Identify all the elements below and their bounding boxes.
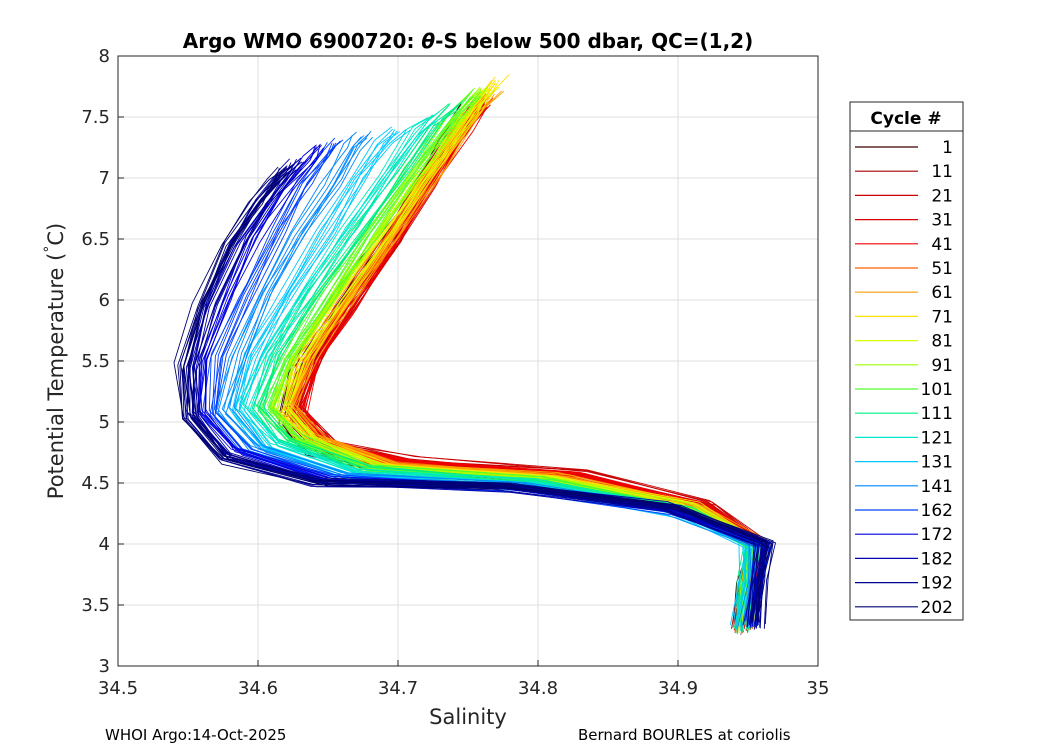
legend-title: Cycle #: [870, 109, 941, 129]
profile-line-cycle-182: [193, 159, 766, 623]
legend-entry: 202: [855, 598, 953, 618]
legend-entry: 121: [855, 428, 953, 448]
legend-entry: 131: [855, 453, 953, 473]
legend-label: 131: [921, 453, 953, 473]
legend: Cycle # 11121314151617181911011111211311…: [849, 101, 964, 621]
y-tick-label: 4: [99, 534, 110, 555]
legend-label: 81: [931, 332, 953, 352]
legend-entry: 91: [855, 356, 953, 376]
legend-entries: 1112131415161718191101111121131141162172…: [855, 138, 953, 618]
legend-label: 121: [921, 428, 953, 448]
chart-title-theta: θ: [421, 29, 435, 53]
y-tick-label: 7.5: [81, 107, 110, 128]
legend-label: 141: [921, 477, 953, 497]
x-tick-label: 34.7: [378, 678, 418, 699]
legend-entry: 51: [855, 259, 953, 279]
profile-line-cycle-192: [196, 168, 776, 629]
legend-label: 192: [921, 574, 953, 594]
profile-line-cycle-111: [251, 105, 745, 635]
y-tick-label: 5.5: [81, 351, 110, 372]
chart-title-suffix: -S below 500 dbar, QC=(1,2): [435, 29, 753, 53]
profile-line-cycle-202: [187, 168, 772, 622]
chart-title-prefix: Argo WMO 6900720:: [183, 29, 422, 53]
legend-entry: 81: [855, 332, 953, 352]
legend-label: 11: [931, 162, 953, 182]
series-202: [173, 166, 774, 630]
legend-label: 41: [931, 235, 953, 255]
profile-line-cycle-202: [173, 166, 759, 625]
legend-label: 21: [931, 186, 953, 206]
y-tick-label: 6: [99, 290, 110, 311]
footer-credit-left: WHOI Argo:14-Oct-2025: [105, 726, 287, 744]
legend-label: 51: [931, 259, 953, 279]
legend-entry: 101: [855, 380, 953, 400]
legend-label: 1: [942, 138, 953, 158]
x-axis-label: Salinity: [429, 705, 507, 729]
legend-label: 31: [931, 211, 953, 231]
profile-line-cycle-202: [182, 172, 768, 626]
legend-entry: 1: [855, 138, 953, 158]
x-tick-label: 34.5: [98, 678, 138, 699]
legend-label: 172: [921, 525, 953, 545]
profile-line-cycle-61: [295, 90, 768, 627]
y-tick-label: 5: [99, 412, 110, 433]
legend-entry: 11: [855, 162, 953, 182]
axis-ticks: 34.5 34.6 34.7 34.8 34.9 35 3 3.5 4 4.5 5 5.5 6 6.5 7 7…: [81, 46, 829, 699]
profile-line-cycle-202: [177, 170, 763, 623]
profile-line-cycle-131: [227, 126, 741, 626]
legend-entry: 61: [855, 283, 953, 303]
profile-line-cycle-131: [232, 132, 747, 634]
y-tick-label: 3.5: [81, 595, 110, 616]
legend-entry: 172: [855, 525, 953, 545]
legend-entry: 141: [855, 477, 953, 497]
legend-entry: 41: [855, 235, 953, 255]
profile-line-cycle-192: [182, 166, 757, 628]
legend-entry: 31: [855, 211, 953, 231]
legend-label: 111: [921, 404, 953, 424]
x-tick-label: 34.8: [518, 678, 558, 699]
y-tick-label: 3: [99, 656, 110, 677]
y-tick-label: 8: [99, 46, 110, 67]
profile-lines: [173, 74, 776, 635]
legend-entry: 71: [855, 307, 953, 327]
y-tick-label: 7: [99, 168, 110, 189]
x-tick-label: 34.9: [658, 678, 698, 699]
footer-credit-right: Bernard BOURLES at coriolis: [578, 726, 791, 744]
legend-entry: 111: [855, 404, 953, 424]
legend-label: 61: [931, 283, 953, 303]
legend-label: 162: [921, 501, 953, 521]
profile-line-cycle-202: [188, 169, 774, 625]
legend-label: 202: [921, 598, 953, 618]
y-tick-label: 4.5: [81, 473, 110, 494]
y-axis-label: Potential Temperature (°C): [42, 223, 68, 499]
y-axis-label-suffix: C): [44, 223, 68, 246]
legend-entry: 182: [855, 549, 953, 569]
legend-entry: 21: [855, 186, 953, 206]
legend-label: 101: [921, 380, 953, 400]
chart-title: Argo WMO 6900720: θ-S below 500 dbar, QC…: [183, 29, 753, 53]
legend-label: 71: [931, 307, 953, 327]
y-tick-label: 6.5: [81, 229, 110, 250]
legend-label: 91: [931, 356, 953, 376]
x-tick-label: 34.6: [238, 678, 278, 699]
legend-entry: 192: [855, 574, 953, 594]
legend-entry: 162: [855, 501, 953, 521]
legend-label: 182: [921, 549, 953, 569]
x-tick-label: 35: [807, 678, 830, 699]
y-axis-label-degree: °: [42, 246, 58, 253]
y-axis-label-prefix: Potential Temperature (: [44, 253, 68, 500]
